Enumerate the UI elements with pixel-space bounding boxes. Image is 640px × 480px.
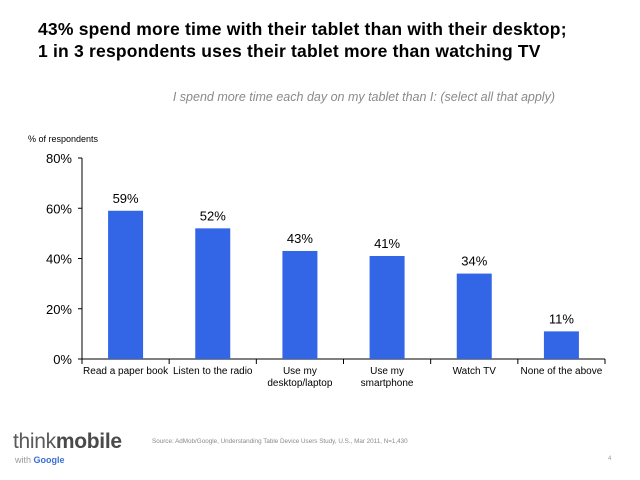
chart-subtitle: I spend more time each day on my tablet … [172, 90, 555, 104]
thinkmobile-logo: thinkmobile [13, 430, 122, 454]
data-label: 43% [287, 231, 313, 246]
bar [282, 250, 318, 359]
data-label: 59% [113, 191, 139, 206]
with-google-logo: with Google [15, 455, 65, 465]
x-category-label: Listen to the radio [173, 366, 253, 377]
chart-bars: 59% Read a paper book 52% Listen to the rad… [83, 191, 603, 389]
bar [108, 210, 144, 359]
y-axis-title: % of respondents [28, 134, 99, 144]
bar [543, 331, 579, 359]
chart-axes: 0% 20% 40% 60% 80% [46, 151, 606, 367]
logo-think: think [13, 430, 56, 453]
page-number: 4 [608, 456, 612, 462]
bar-chart: % of respondents 0% 20% 40% 60% 80% 59% Read … [28, 134, 606, 389]
y-tick-label: 80% [46, 151, 72, 166]
logo-google: Google [33, 455, 65, 465]
x-category-label: desktop/laptop [267, 378, 332, 389]
logo-with: with [15, 455, 32, 465]
y-tick-label: 20% [46, 302, 72, 317]
data-label: 11% [549, 311, 574, 326]
x-category-label: Use my [283, 366, 317, 377]
source-note: Source: AdMob/Google, Understanding Tabl… [152, 438, 408, 445]
bar [195, 228, 231, 359]
y-tick-label: 60% [46, 201, 72, 216]
data-label: 34% [461, 254, 487, 269]
y-tick-label: 40% [46, 252, 72, 267]
y-tick-label: 0% [53, 352, 72, 367]
x-category-label: Watch TV [453, 366, 497, 377]
data-label: 52% [200, 208, 226, 223]
title-line-1: 43% spend more time with their tablet th… [38, 19, 567, 39]
bar [369, 255, 405, 359]
x-category-label: Read a paper book [83, 366, 169, 377]
x-category-label: Use my [370, 366, 404, 377]
logo-mobile: mobile [55, 430, 122, 453]
data-label: 41% [374, 236, 400, 251]
bar [456, 273, 492, 359]
title-line-2: 1 in 3 respondents uses their tablet mor… [38, 41, 541, 61]
x-category-label: None of the above [521, 366, 603, 377]
x-category-label: smartphone [361, 378, 414, 389]
